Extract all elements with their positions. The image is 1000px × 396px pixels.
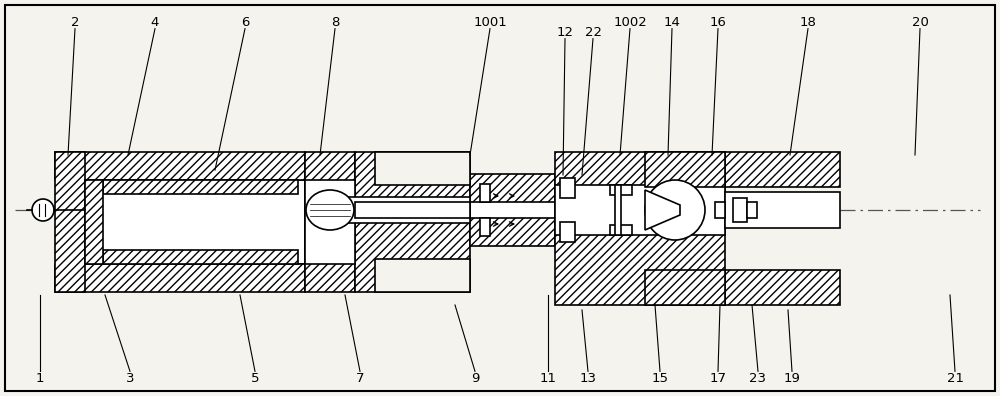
Text: 19: 19 xyxy=(784,371,800,385)
Bar xyxy=(470,210,555,246)
Bar xyxy=(375,259,470,292)
Text: 5: 5 xyxy=(251,371,259,385)
Bar xyxy=(480,218,490,236)
Bar xyxy=(103,180,298,194)
Bar xyxy=(305,180,355,264)
Bar xyxy=(55,152,85,292)
Bar xyxy=(610,185,632,195)
Text: 13: 13 xyxy=(580,371,596,385)
Circle shape xyxy=(645,180,705,240)
Text: 11: 11 xyxy=(540,371,556,385)
Text: 20: 20 xyxy=(912,15,928,29)
Ellipse shape xyxy=(306,190,354,230)
Text: 18: 18 xyxy=(800,15,816,29)
Bar xyxy=(55,264,305,292)
Text: 23: 23 xyxy=(750,371,767,385)
Text: 6: 6 xyxy=(241,15,249,29)
Bar xyxy=(470,174,555,210)
Bar xyxy=(645,270,725,305)
Bar xyxy=(305,152,355,292)
Bar xyxy=(85,180,305,264)
Text: 14: 14 xyxy=(664,15,680,29)
Bar xyxy=(715,202,725,218)
Text: 3: 3 xyxy=(126,371,134,385)
Bar xyxy=(85,180,103,264)
Bar xyxy=(610,225,632,235)
Bar xyxy=(355,152,470,292)
Circle shape xyxy=(32,199,54,221)
Bar xyxy=(103,250,298,264)
Text: 8: 8 xyxy=(331,15,339,29)
Bar xyxy=(725,270,840,305)
Text: 4: 4 xyxy=(151,15,159,29)
Text: 16: 16 xyxy=(710,15,726,29)
Bar xyxy=(615,185,621,235)
Bar xyxy=(725,152,840,187)
Bar xyxy=(355,202,470,218)
Text: 12: 12 xyxy=(556,25,574,38)
Text: 15: 15 xyxy=(652,371,668,385)
Bar xyxy=(747,202,757,218)
Text: 2: 2 xyxy=(71,15,79,29)
Text: 7: 7 xyxy=(356,371,364,385)
Bar xyxy=(560,178,575,198)
Bar xyxy=(555,185,725,235)
Bar xyxy=(555,152,725,305)
Bar xyxy=(55,152,305,180)
Bar xyxy=(330,197,470,223)
Text: 1002: 1002 xyxy=(613,15,647,29)
Bar xyxy=(560,222,575,242)
Bar xyxy=(725,192,840,228)
Text: 17: 17 xyxy=(710,371,726,385)
Bar xyxy=(480,184,490,202)
Polygon shape xyxy=(645,190,680,230)
Text: 21: 21 xyxy=(946,371,964,385)
Text: 1: 1 xyxy=(36,371,44,385)
Text: 1001: 1001 xyxy=(473,15,507,29)
Text: 9: 9 xyxy=(471,371,479,385)
Bar xyxy=(470,202,555,218)
Bar xyxy=(733,198,747,222)
Text: 22: 22 xyxy=(584,25,602,38)
Bar xyxy=(375,152,470,185)
Bar xyxy=(645,152,725,187)
